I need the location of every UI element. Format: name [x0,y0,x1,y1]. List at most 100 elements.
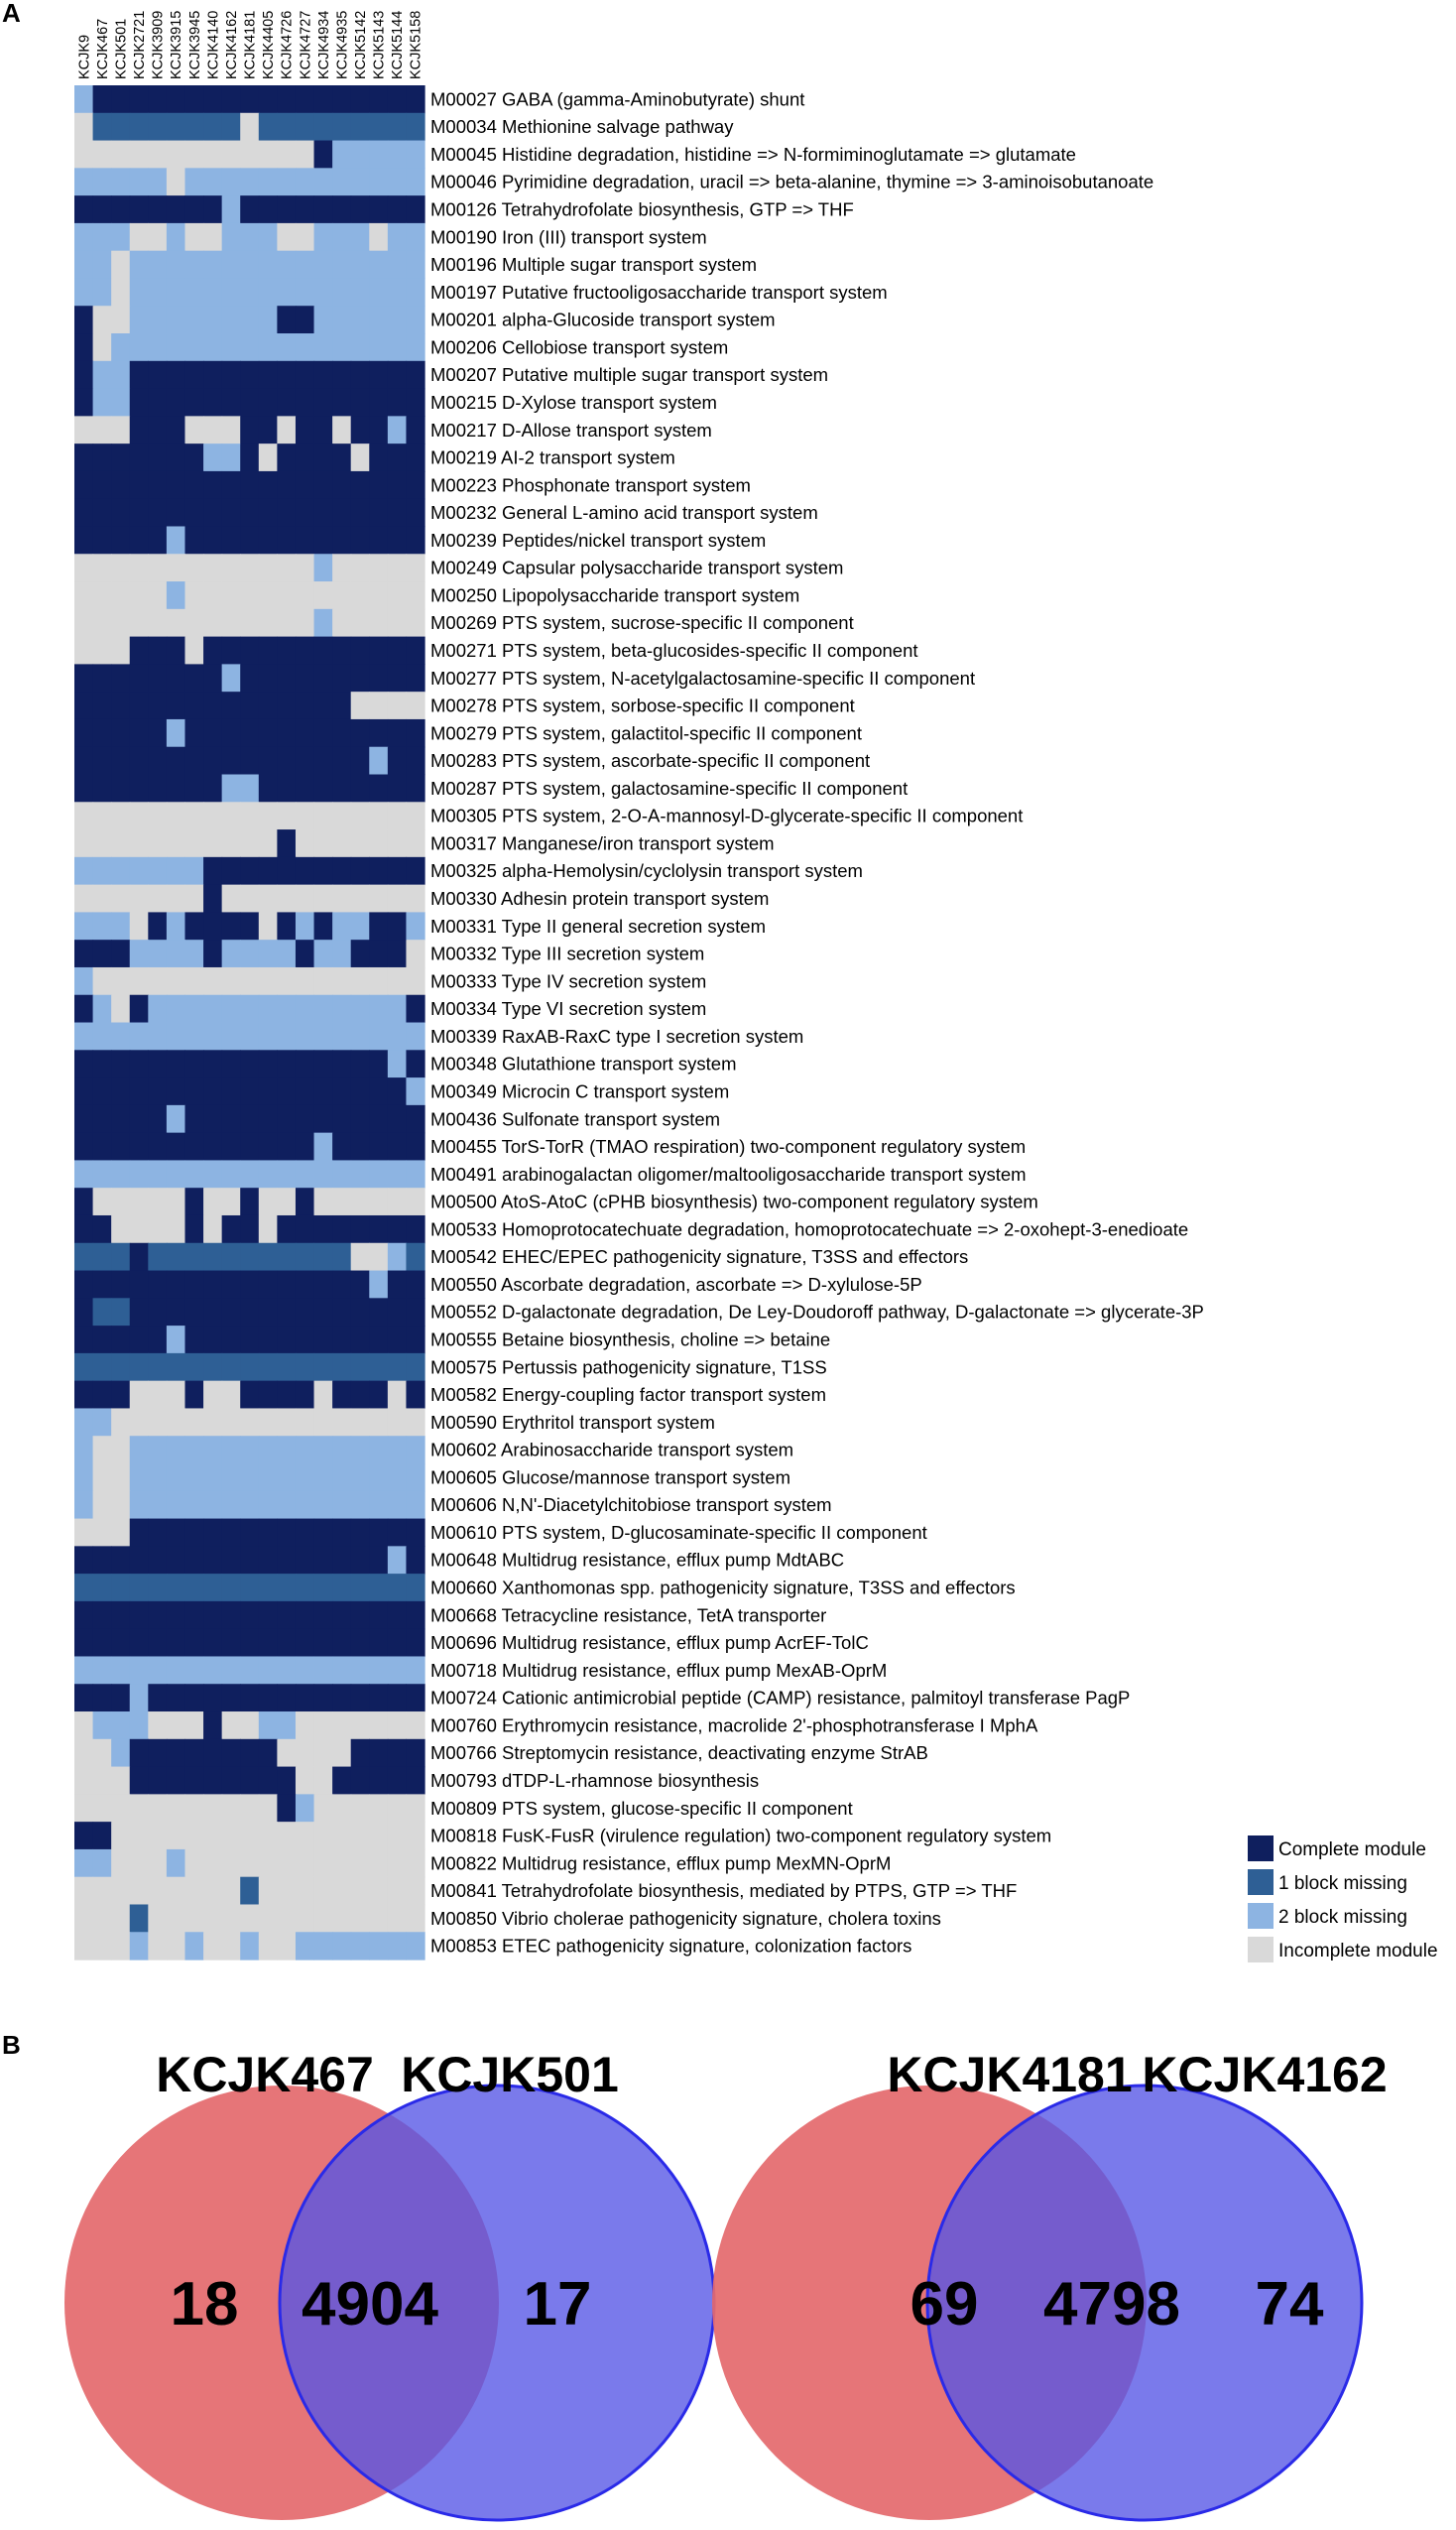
heatmap-cell [369,718,389,748]
heatmap-cell [148,112,168,142]
heatmap-cell [387,470,408,500]
heatmap-cell [240,388,260,417]
heatmap-cell [221,1408,241,1437]
heatmap-cell [258,140,278,169]
heatmap-cell [92,1022,112,1051]
heatmap-cell [258,994,278,1024]
heatmap-cell [203,664,223,693]
heatmap-cell [406,1684,425,1712]
heatmap-cell [313,1656,333,1685]
heatmap-cell [258,1490,278,1520]
heatmap-cell [203,1298,223,1327]
heatmap-cell [406,1463,425,1492]
heatmap-cell [332,1738,352,1768]
heatmap-cell [74,1656,94,1685]
heatmap-row-label: M00575 Pertussis pathogenicity signature… [430,1356,827,1377]
heatmap-cell [369,1298,389,1327]
heatmap-cell [92,746,112,776]
heatmap-cell [221,940,241,968]
heatmap-cell [74,1077,94,1106]
venn-1-only-b-count: 17 [524,2270,592,2339]
heatmap-cell [258,168,278,196]
heatmap-cell [332,884,352,913]
heatmap-cell [92,664,112,693]
heatmap-cell [350,1188,370,1216]
heatmap-cell [148,222,168,252]
heatmap-row-label: M00333 Type IV secretion system [430,970,706,991]
heatmap-cell [240,829,260,858]
heatmap-cell [148,443,168,472]
heatmap-cell [332,1326,352,1354]
heatmap-cell [203,1104,223,1134]
heatmap-cell [221,746,241,776]
heatmap-row-label: M00533 Homoprotocatechuate degradation, … [430,1218,1188,1239]
heatmap-cell [313,554,333,582]
heatmap-cell [221,250,241,280]
heatmap-cell [369,222,389,252]
heatmap-cell [92,1600,112,1630]
heatmap-cell [277,1848,297,1878]
heatmap-cell [129,1408,149,1437]
heatmap-cell [258,498,278,528]
heatmap-cell [184,195,204,224]
heatmap-cell [277,1242,297,1272]
heatmap-cell [148,1876,168,1906]
heatmap-cell [313,1408,333,1437]
heatmap-cell [111,1160,131,1189]
heatmap-cell [369,912,389,941]
heatmap-cell [406,966,425,996]
heatmap-cell [166,250,186,280]
heatmap-cell [129,1628,149,1658]
heatmap-cell [313,416,333,444]
heatmap-cell [74,416,94,444]
heatmap-cell [221,1822,241,1850]
heatmap-cell [258,222,278,252]
heatmap-cell [166,1077,186,1106]
heatmap-cell [240,526,260,555]
heatmap-cell [313,250,333,280]
heatmap-cell [92,1932,112,1961]
heatmap-cell [332,222,352,252]
heatmap-cell [240,222,260,252]
heatmap-cell [74,1326,94,1354]
legend-swatch [1248,1835,1274,1861]
heatmap-cell [313,470,333,500]
heatmap-cell [92,1656,112,1685]
heatmap-cell [313,1684,333,1712]
heatmap-cell [387,1628,408,1658]
heatmap-cell [166,1408,186,1437]
heatmap-cell [277,526,297,555]
heatmap-cell [258,1104,278,1134]
heatmap-cell [74,1876,94,1906]
heatmap-row-label: M00249 Capsular polysaccharide transport… [430,558,843,578]
heatmap-cell [295,140,315,169]
heatmap-cell [111,829,131,858]
heatmap-cell [92,1242,112,1272]
heatmap-cell [332,1242,352,1272]
heatmap-cell [387,85,408,114]
heatmap-cell [332,443,352,472]
heatmap-cell [166,1242,186,1272]
heatmap-cell [129,1436,149,1464]
heatmap-cell [203,1214,223,1244]
heatmap-cell [240,608,260,638]
heatmap-cell [295,829,315,858]
heatmap-cell [129,1214,149,1244]
heatmap-cell [148,1546,168,1575]
heatmap-cell [350,1794,370,1823]
heatmap-cell [387,664,408,693]
heatmap-cell [92,1684,112,1712]
heatmap-cell [350,1298,370,1327]
heatmap-cell [313,388,333,417]
heatmap-cell [387,692,408,720]
heatmap-row-label: M00818 FusK-FusR (virulence regulation) … [430,1826,1051,1846]
heatmap-cell [92,85,112,114]
heatmap-cell [295,966,315,996]
heatmap-cell [129,1077,149,1106]
heatmap-cell [277,112,297,142]
venn-2-both-count: 4798 [1043,2270,1180,2339]
heatmap-cell [369,1188,389,1216]
heatmap-cell [203,278,223,307]
heatmap-cell [184,856,204,886]
